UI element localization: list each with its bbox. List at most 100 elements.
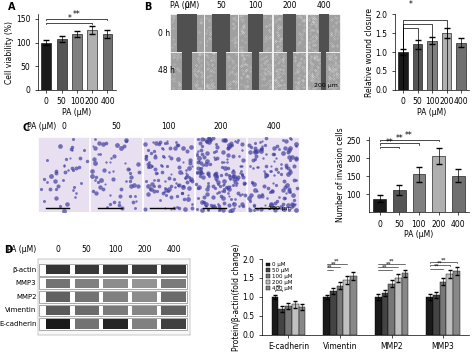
Bar	[217, 52, 226, 90]
X-axis label: PA (μM): PA (μM)	[418, 108, 447, 117]
Bar	[74, 265, 99, 274]
Bar	[132, 292, 157, 302]
Y-axis label: Number of invasion cells: Number of invasion cells	[336, 127, 345, 222]
Bar	[57, 39, 67, 90]
Bar	[440, 282, 447, 335]
Text: 200 μm: 200 μm	[268, 206, 292, 211]
Text: 0: 0	[55, 245, 60, 254]
Bar	[447, 274, 453, 335]
Text: 200 μm: 200 μm	[314, 83, 337, 88]
Text: Vimentin: Vimentin	[5, 308, 36, 314]
Bar	[38, 137, 89, 212]
Bar	[162, 319, 186, 329]
Text: PA (μM): PA (μM)	[27, 122, 57, 131]
X-axis label: PA (μM): PA (μM)	[404, 230, 434, 239]
Bar	[321, 52, 326, 90]
Bar	[39, 264, 187, 276]
Y-axis label: Cell viability (%): Cell viability (%)	[5, 21, 14, 84]
Bar	[143, 137, 194, 212]
Bar	[278, 309, 285, 335]
Text: 400: 400	[266, 122, 281, 131]
Text: **: **	[73, 10, 81, 19]
Bar	[252, 52, 259, 90]
Bar	[162, 278, 186, 288]
Bar	[170, 52, 204, 90]
Bar	[177, 15, 197, 52]
Bar	[247, 137, 299, 212]
Bar	[103, 306, 128, 315]
Bar	[350, 276, 357, 335]
Bar	[373, 199, 386, 230]
Text: 200: 200	[214, 122, 228, 131]
Bar	[103, 265, 128, 274]
Bar	[46, 319, 70, 329]
Text: **: **	[385, 261, 391, 266]
Bar	[39, 277, 187, 289]
Text: 100: 100	[109, 245, 123, 254]
Bar	[401, 273, 408, 335]
Text: 400: 400	[317, 1, 331, 10]
Bar	[238, 52, 272, 90]
Text: 50: 50	[82, 245, 91, 254]
Bar	[343, 280, 350, 335]
Bar	[162, 265, 186, 274]
Text: 400: 400	[166, 245, 181, 254]
Bar	[456, 43, 466, 90]
Text: **: **	[382, 265, 388, 269]
Text: 100: 100	[162, 122, 176, 131]
Bar	[74, 319, 99, 329]
Text: MMP2: MMP2	[16, 294, 36, 300]
Bar	[39, 318, 187, 330]
Bar	[90, 137, 142, 212]
Bar	[453, 271, 460, 335]
Bar	[195, 137, 246, 212]
Bar	[272, 297, 278, 335]
Text: B: B	[144, 2, 152, 12]
Bar	[323, 297, 330, 335]
Bar	[319, 15, 329, 52]
Bar	[307, 15, 340, 52]
Bar	[273, 15, 306, 52]
Bar	[393, 190, 406, 230]
Bar	[238, 15, 272, 52]
Bar	[46, 265, 70, 274]
Bar	[74, 292, 99, 302]
Text: β-actin: β-actin	[12, 267, 36, 273]
Bar	[74, 278, 99, 288]
Bar	[39, 291, 187, 303]
Bar	[74, 306, 99, 315]
Text: **: **	[330, 261, 336, 266]
Text: *: *	[67, 14, 71, 22]
Bar	[162, 306, 186, 315]
Bar	[452, 176, 465, 230]
Bar	[170, 15, 204, 52]
Text: **: **	[421, 0, 428, 1]
Y-axis label: Protein/β-actin(fold change): Protein/β-actin(fold change)	[232, 243, 241, 351]
Bar	[283, 15, 296, 52]
Bar	[299, 308, 305, 335]
Bar	[46, 278, 70, 288]
Text: **: **	[334, 258, 339, 263]
Text: *: *	[408, 0, 412, 9]
Text: MMP3: MMP3	[16, 280, 36, 286]
Bar	[204, 52, 238, 90]
Bar	[330, 291, 337, 335]
Bar	[204, 15, 238, 52]
Bar	[412, 174, 425, 230]
Text: **: **	[385, 137, 393, 147]
Text: 200: 200	[283, 1, 297, 10]
Bar	[273, 52, 306, 90]
Text: 100: 100	[248, 1, 263, 10]
Text: **: **	[276, 285, 281, 290]
Bar	[132, 278, 157, 288]
Text: **: **	[395, 134, 403, 143]
Bar	[103, 292, 128, 302]
Text: 0 h: 0 h	[158, 28, 170, 38]
Text: PA (μM): PA (μM)	[7, 245, 36, 254]
Text: A: A	[8, 2, 16, 12]
Bar	[212, 15, 230, 52]
Bar	[41, 43, 51, 90]
Bar	[46, 306, 70, 315]
Text: 48 h: 48 h	[158, 67, 175, 75]
Bar	[375, 297, 382, 335]
